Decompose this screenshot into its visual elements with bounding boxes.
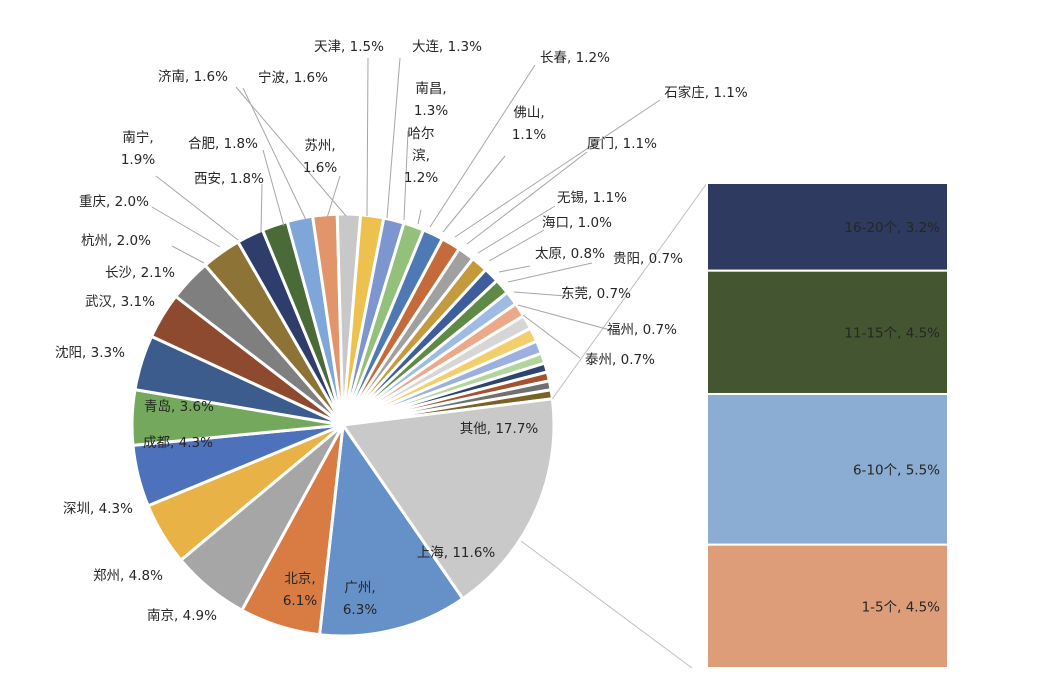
- pie-label-23: 长春, 1.2%: [540, 50, 610, 66]
- leader-line-18: [498, 265, 531, 273]
- leader-line-0: [171, 245, 205, 264]
- leader-line-19: [507, 262, 593, 283]
- leader-line-14: [454, 99, 661, 238]
- pie-label-31: 东莞, 0.7%: [561, 286, 631, 302]
- breakout-connector-lines: [520, 182, 708, 669]
- bar-segment-label-3: 1-5个, 4.5%: [862, 599, 941, 615]
- leader-line-7: [235, 86, 347, 217]
- pie-label-19: 天津, 1.5%: [314, 39, 384, 55]
- leader-line-11: [417, 209, 422, 225]
- bar-segment-label-1: 11-15个, 4.5%: [844, 325, 940, 341]
- pie-label-10: 长沙, 2.1%: [105, 265, 175, 281]
- stacked-bar-chart: 16-20个, 3.2% 11-15个, 4.5% 6-10个, 5.5% 1-5个,…: [706, 182, 949, 669]
- leader-line-3: [260, 183, 263, 233]
- pie-label-9: 武汉, 3.1%: [85, 294, 155, 310]
- leader-line-6: [326, 175, 341, 219]
- leader-line-16: [477, 205, 556, 254]
- pie-label-8: 沈阳, 3.3%: [55, 345, 125, 361]
- pie-label-0: 上海, 11.6%: [417, 545, 496, 561]
- leader-line-12: [429, 64, 536, 228]
- pie-label-29: 太原, 0.8%: [535, 246, 605, 262]
- leader-line-10: [403, 130, 409, 221]
- pie-label-30: 贵阳, 0.7%: [613, 251, 683, 267]
- pie-label-3: 南京, 4.9%: [147, 608, 217, 624]
- connector-line-bottom: [520, 540, 693, 669]
- pie-label-5: 深圳, 4.3%: [63, 501, 133, 517]
- pie-label-6: 成都, 4.3%: [143, 435, 213, 451]
- leader-line-17: [488, 229, 545, 262]
- pie-label-4: 郑州, 4.8%: [93, 568, 163, 584]
- pie-label-1: 广州, 6.3%: [343, 580, 377, 618]
- pie-label-2: 北京, 6.1%: [283, 571, 317, 609]
- pie-label-21: 南昌, 1.3%: [414, 81, 448, 119]
- pie-label-18: 济南, 1.6%: [158, 69, 228, 85]
- leader-line-5: [242, 87, 307, 221]
- pie-slice-34: [340, 397, 556, 601]
- pie-label-13: 南宁, 1.9%: [121, 129, 155, 168]
- bar-segment-0: [706, 182, 949, 272]
- leader-lines: [151, 57, 661, 359]
- pie-label-34: 其他, 17.7%: [460, 421, 539, 437]
- leader-line-1: [151, 206, 221, 248]
- connector-line-top: [551, 182, 708, 400]
- pie-label-11: 杭州, 2.0%: [81, 233, 151, 249]
- leader-line-22: [522, 314, 581, 359]
- data-labels: 上海, 11.6% 广州, 6.3% 北京, 6.1% 南京, 4.9% 郑州, 4.8% 深…: [55, 39, 748, 624]
- leader-line-21: [517, 304, 611, 331]
- pie-label-14: 西安, 1.8%: [194, 171, 264, 187]
- bar-segment-3: [706, 543, 949, 669]
- leader-line-2: [155, 175, 239, 241]
- bar-segment-1: [706, 269, 949, 395]
- pie-label-27: 无锡, 1.1%: [557, 190, 627, 206]
- pie-label-7: 青岛, 3.6%: [144, 399, 214, 415]
- leader-line-15: [466, 151, 588, 245]
- leader-line-8: [366, 57, 369, 217]
- pie-label-28: 海口, 1.0%: [542, 215, 612, 231]
- bar-segment-label-2: 6-10个, 5.5%: [853, 462, 940, 478]
- pie-label-22: 哈尔滨, 1.2%: [404, 126, 438, 186]
- pie-chart: [130, 212, 556, 638]
- pie-label-20: 大连, 1.3%: [412, 39, 482, 55]
- pie-label-17: 苏州, 1.6%: [303, 138, 337, 176]
- pie-label-26: 厦门, 1.1%: [587, 136, 657, 152]
- bar-segment-label-0: 16-20个, 3.2%: [844, 220, 940, 236]
- leader-line-20: [513, 291, 567, 297]
- pie-label-16: 宁波, 1.6%: [258, 69, 328, 86]
- pie-label-32: 福州, 0.7%: [607, 322, 677, 338]
- bar-segment-2: [706, 392, 949, 546]
- pie-label-15: 合肥, 1.8%: [188, 136, 258, 152]
- pie-label-24: 佛山, 1.1%: [512, 105, 546, 143]
- leader-line-9: [386, 57, 401, 219]
- pie-slice-0: [317, 420, 465, 638]
- leader-line-4: [262, 149, 285, 227]
- pie-label-12: 重庆, 2.0%: [79, 194, 149, 210]
- leader-line-13: [442, 155, 506, 233]
- pie-label-25: 石家庄, 1.1%: [664, 84, 748, 101]
- pie-label-33: 泰州, 0.7%: [585, 352, 655, 368]
